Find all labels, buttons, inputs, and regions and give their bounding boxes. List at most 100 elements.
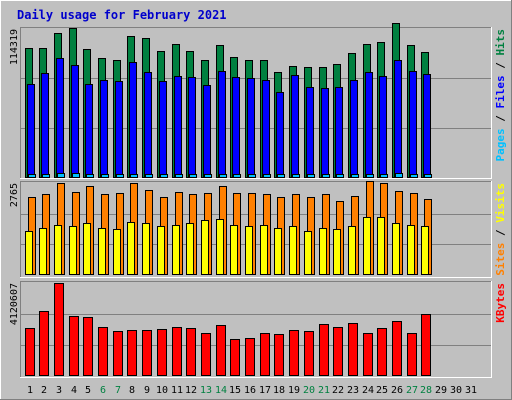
bar-visits-day-23: Visits 23: 1460	[348, 226, 356, 275]
bar-visits-day-25: Visits 25: 1740	[377, 217, 385, 275]
bar-pages-day-17: Pages 17: 3000	[263, 174, 271, 178]
day-label-3: 3	[56, 385, 62, 396]
bar-pages-day-2: Pages 2: 3200	[42, 174, 50, 178]
bar-files-day-11: Files 11: 77700	[174, 76, 182, 178]
bar-pages-day-1: Pages 1: 3200	[28, 174, 36, 178]
bar-files-day-1: Files 1: 71900	[27, 84, 35, 178]
bar-kbytes-day-26: KBytes 26: 2430000	[392, 321, 402, 376]
bar-kbytes-day-18: KBytes 18: 1850000	[274, 334, 284, 376]
bar-visits-day-10: Visits 10: 1460	[157, 226, 165, 275]
bar-visits-day-12: Visits 12: 1560	[186, 223, 194, 275]
bar-kbytes-day-3: KBytes 3: 4120000	[54, 283, 64, 376]
series-legend-label: Pages / Files / Hits	[494, 29, 507, 162]
legend-part: /	[494, 223, 507, 243]
bar-visits-day-20: Visits 20: 1320	[304, 231, 312, 275]
bar-files-day-18: Files 18: 65400	[276, 92, 284, 178]
bar-visits-day-1: Visits 1: 1320	[25, 231, 33, 275]
bar-kbytes-day-21: KBytes 21: 2290000	[319, 324, 329, 376]
day-label-10: 10	[156, 385, 168, 396]
bar-visits-day-6: Visits 6: 1420	[98, 228, 106, 275]
bar-visits-day-17: Visits 17: 1510	[260, 225, 268, 275]
bar-kbytes-day-9: KBytes 9: 2040000	[142, 330, 152, 376]
bar-kbytes-day-7: KBytes 7: 1980000	[113, 331, 123, 376]
bar-files-day-7: Files 7: 74100	[115, 81, 123, 178]
bar-pages-day-6: Pages 6: 3300	[101, 174, 109, 178]
bar-kbytes-day-27: KBytes 27: 1890000	[407, 333, 417, 376]
bar-visits-day-24: Visits 24: 1740	[363, 217, 371, 275]
bar-kbytes-day-8: KBytes 8: 2040000	[127, 330, 137, 376]
series-visits: Visits 1: 1320 Visits 2: 1420 Visits 3: 15…	[25, 217, 429, 275]
bar-files-day-8: Files 8: 88300	[129, 62, 137, 178]
bar-visits-day-26: Visits 26: 1560	[392, 223, 400, 275]
bar-pages-day-24: Pages 24: 3400	[366, 174, 374, 178]
bar-visits-day-15: Visits 15: 1510	[230, 225, 238, 275]
day-label-31: 31	[465, 385, 477, 396]
bar-kbytes-day-4: KBytes 4: 2670000	[69, 316, 79, 376]
bar-pages-day-27: Pages 27: 3300	[410, 174, 418, 178]
bar-pages-day-9: Pages 9: 3300	[145, 174, 153, 178]
bar-pages-day-22: Pages 22: 3000	[336, 174, 344, 178]
bar-files-day-16: Files 16: 76400	[247, 78, 255, 178]
bar-pages-day-21: Pages 21: 3000	[322, 174, 330, 178]
legend-part: /	[494, 56, 507, 76]
bar-kbytes-day-23: KBytes 23: 2340000	[348, 323, 358, 376]
legend-part: Visits	[494, 183, 507, 223]
chart-title: Daily usage for February 2021	[17, 8, 227, 22]
legend-part: Hits	[494, 29, 507, 56]
bar-kbytes-day-6: KBytes 6: 2190000	[98, 327, 108, 376]
y-max-label: 2765	[9, 183, 20, 207]
panel-kbytes: KBytes 1: 2140000 KBytes 2: 2900000 KBytes…	[9, 281, 507, 378]
chart-panels: Hits 1: 99300Hits 2: 99300Hits 3: 110700…	[9, 23, 507, 378]
day-label-29: 29	[435, 385, 447, 396]
bar-visits-day-13: Visits 13: 1650	[201, 220, 209, 275]
bar-kbytes-day-13: KBytes 13: 1890000	[201, 333, 211, 376]
bar-files-day-2: Files 2: 79800	[41, 73, 49, 178]
bar-files-day-17: Files 17: 75000	[262, 80, 270, 178]
bar-pages-day-11: Pages 11: 3300	[175, 174, 183, 178]
bar-pages-day-7: Pages 7: 3000	[116, 174, 124, 178]
bar-kbytes-day-19: KBytes 19: 2040000	[289, 330, 299, 376]
bar-pages-day-20: Pages 20: 3000	[307, 174, 315, 178]
bar-pages-day-10: Pages 10: 3200	[160, 174, 168, 178]
bar-kbytes-day-24: KBytes 24: 1890000	[363, 333, 373, 376]
day-label-26: 26	[391, 385, 403, 396]
bar-visits-day-11: Visits 11: 1510	[172, 225, 180, 275]
bar-pages-day-13: Pages 13: 3200	[204, 174, 212, 178]
series-legend-label: KBytes	[494, 283, 507, 323]
day-label-15: 15	[229, 385, 241, 396]
bar-visits-day-5: Visits 5: 1560	[83, 223, 91, 275]
series-kbytes: KBytes 1: 2140000 KBytes 2: 2900000 KBytes…	[25, 283, 431, 376]
bar-files-day-10: Files 10: 74100	[159, 81, 167, 178]
series-legend-label: Sites / Visits	[494, 183, 507, 276]
day-label-5: 5	[85, 385, 91, 396]
bar-files-day-3: Files 3: 91400	[56, 58, 64, 178]
bar-kbytes-day-14: KBytes 14: 2240000	[216, 325, 226, 376]
day-label-24: 24	[362, 385, 374, 396]
panel-visits-sites: Sites 1: 2330Sites 2: 2420Sites 3: 2750S…	[9, 181, 507, 278]
bar-visits-day-8: Visits 8: 1600	[127, 222, 135, 275]
bar-pages-day-4: Pages 4: 3500	[72, 173, 80, 178]
day-label-13: 13	[200, 385, 212, 396]
bar-files-day-14: Files 14: 81400	[218, 71, 226, 178]
bar-files-day-23: Files 23: 74500	[350, 80, 358, 178]
bar-files-day-26: Files 26: 90100	[394, 60, 402, 178]
bar-files-day-4: Files 4: 86500	[71, 65, 79, 178]
legend-part: Pages	[494, 128, 507, 161]
day-label-2: 2	[41, 385, 47, 396]
day-label-25: 25	[376, 385, 388, 396]
legend-part: /	[494, 109, 507, 129]
day-label-27: 27	[406, 385, 418, 396]
bar-kbytes-day-15: KBytes 15: 1650000	[230, 339, 240, 376]
bar-kbytes-day-28: KBytes 28: 2760000	[421, 314, 431, 376]
day-label-7: 7	[115, 385, 121, 396]
day-label-1: 1	[27, 385, 33, 396]
bar-files-day-27: Files 27: 81900	[409, 71, 417, 178]
day-label-12: 12	[185, 385, 197, 396]
bar-pages-day-8: Pages 8: 3400	[130, 174, 138, 178]
bar-files-day-15: Files 15: 76800	[232, 77, 240, 178]
bar-visits-day-21: Visits 21: 1420	[319, 228, 327, 275]
day-label-9: 9	[144, 385, 150, 396]
bar-visits-day-14: Visits 14: 1690	[216, 219, 224, 275]
bar-files-day-9: Files 9: 80900	[144, 72, 152, 178]
bar-files-day-13: Files 13: 70500	[203, 85, 211, 178]
